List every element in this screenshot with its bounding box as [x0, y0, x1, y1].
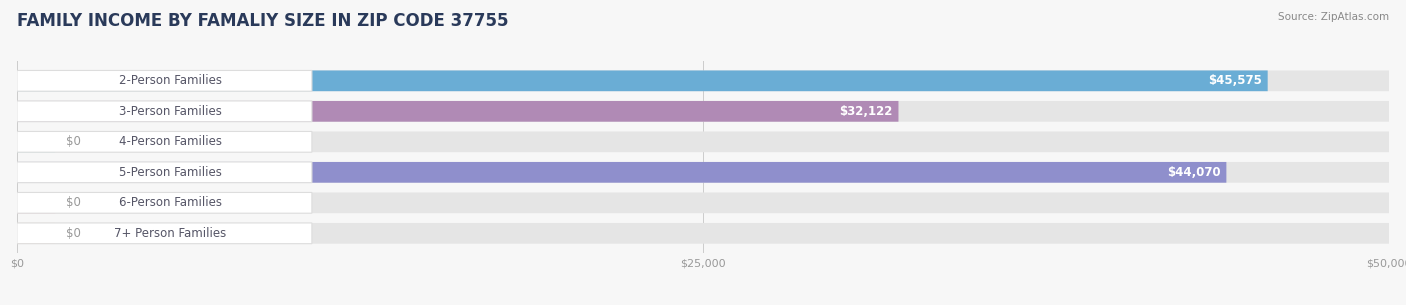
Text: 2-Person Families: 2-Person Families [118, 74, 222, 87]
FancyBboxPatch shape [17, 101, 898, 122]
Text: 6-Person Families: 6-Person Families [118, 196, 222, 209]
FancyBboxPatch shape [17, 162, 312, 183]
FancyBboxPatch shape [17, 131, 312, 152]
FancyBboxPatch shape [17, 223, 312, 244]
FancyBboxPatch shape [17, 192, 312, 213]
FancyBboxPatch shape [17, 70, 1389, 91]
FancyBboxPatch shape [17, 101, 1389, 122]
FancyBboxPatch shape [17, 101, 312, 122]
Text: $0: $0 [66, 227, 82, 240]
Text: 7+ Person Families: 7+ Person Families [114, 227, 226, 240]
FancyBboxPatch shape [17, 223, 55, 244]
Text: FAMILY INCOME BY FAMALIY SIZE IN ZIP CODE 37755: FAMILY INCOME BY FAMALIY SIZE IN ZIP COD… [17, 12, 509, 30]
FancyBboxPatch shape [17, 192, 55, 213]
Text: 5-Person Families: 5-Person Families [120, 166, 222, 179]
Text: $0: $0 [66, 196, 82, 209]
Text: $44,070: $44,070 [1167, 166, 1220, 179]
Text: Source: ZipAtlas.com: Source: ZipAtlas.com [1278, 12, 1389, 22]
Text: $32,122: $32,122 [839, 105, 893, 118]
FancyBboxPatch shape [17, 192, 1389, 213]
FancyBboxPatch shape [17, 131, 55, 152]
Text: $0: $0 [66, 135, 82, 148]
FancyBboxPatch shape [17, 70, 1268, 91]
FancyBboxPatch shape [17, 223, 1389, 244]
FancyBboxPatch shape [17, 131, 1389, 152]
FancyBboxPatch shape [17, 70, 312, 91]
FancyBboxPatch shape [17, 162, 1389, 183]
Text: 3-Person Families: 3-Person Families [120, 105, 222, 118]
Text: 4-Person Families: 4-Person Families [118, 135, 222, 148]
Text: $45,575: $45,575 [1208, 74, 1263, 87]
FancyBboxPatch shape [17, 162, 1226, 183]
